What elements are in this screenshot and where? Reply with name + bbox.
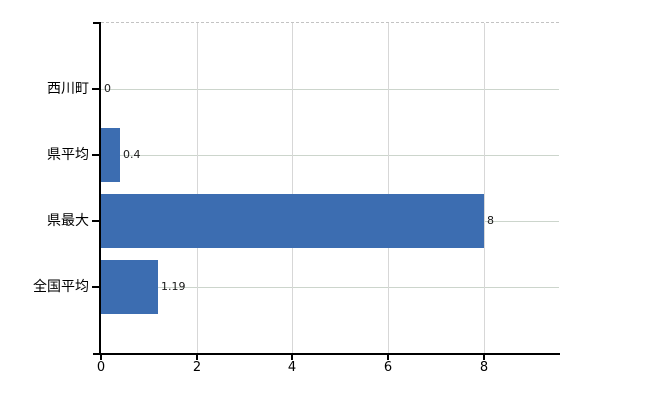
- plot-top-border: [101, 22, 559, 23]
- x-axis-tick-label: 8: [479, 360, 489, 375]
- gridline-horizontal: [101, 89, 559, 90]
- gridline-vertical: [197, 23, 198, 354]
- bar: [101, 194, 484, 248]
- bar-value-label: 8: [487, 214, 494, 227]
- category-label: 県平均: [47, 147, 89, 163]
- category-label: 西川町: [47, 81, 89, 97]
- x-axis-tick: [291, 354, 293, 360]
- gridline-horizontal: [101, 155, 559, 156]
- x-axis-tick-label: 6: [383, 360, 393, 375]
- x-axis-line: [93, 353, 560, 355]
- category-label: 県最大: [47, 213, 89, 229]
- x-axis-tick: [483, 354, 485, 360]
- bar-value-label: 0: [104, 82, 111, 95]
- x-axis-tick: [387, 354, 389, 360]
- category-tick: [92, 220, 101, 222]
- category-tick: [92, 154, 101, 156]
- x-axis-tick: [196, 354, 198, 360]
- gridline-vertical: [388, 23, 389, 354]
- bar-value-label: 1.19: [161, 280, 186, 293]
- bar: [101, 128, 120, 182]
- y-axis-line: [99, 22, 101, 354]
- bar-value-label: 0.4: [123, 148, 141, 161]
- category-tick: [92, 88, 101, 90]
- gridline-vertical: [484, 23, 485, 354]
- x-axis-tick: [100, 354, 102, 360]
- category-label: 全国平均: [33, 279, 89, 295]
- x-axis-tick-label: 4: [287, 360, 297, 375]
- category-tick: [92, 286, 101, 288]
- bar: [101, 260, 158, 314]
- gridline-vertical: [292, 23, 293, 354]
- gridline-horizontal: [101, 287, 559, 288]
- y-axis-top-tick: [93, 22, 101, 24]
- x-axis-tick-label: 2: [192, 360, 202, 375]
- x-axis-tick-label: 0: [96, 360, 106, 375]
